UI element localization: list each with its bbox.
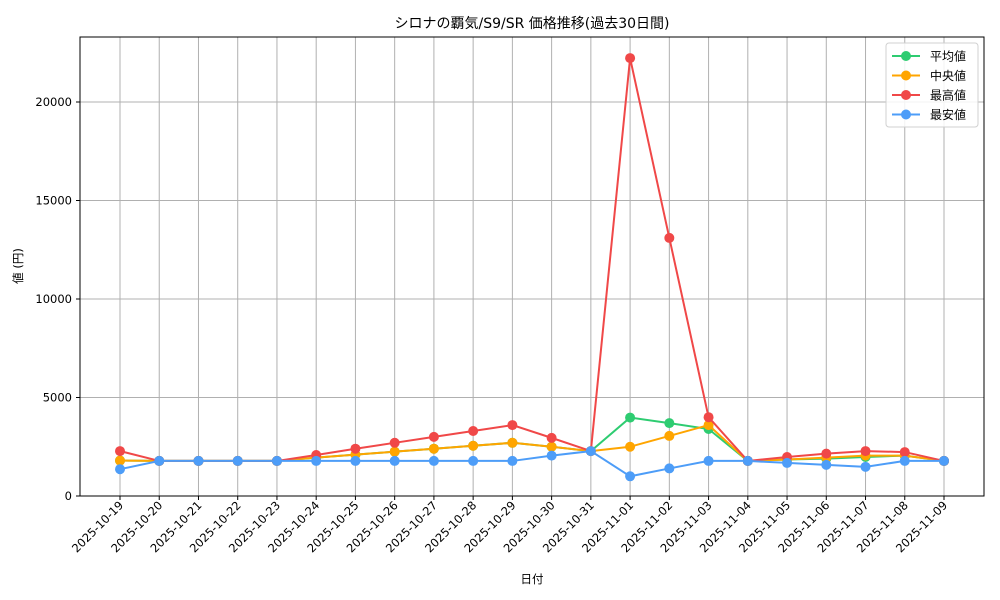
data-point — [939, 455, 949, 466]
data-point — [899, 455, 910, 466]
data-point — [546, 450, 557, 461]
legend-item: 中央値 — [892, 68, 966, 83]
data-point — [585, 446, 596, 457]
data-point — [664, 463, 675, 474]
data-point — [115, 464, 125, 475]
data-point — [271, 455, 282, 466]
data-point — [193, 455, 204, 466]
data-point — [625, 441, 636, 452]
legend-label: 平均値 — [930, 49, 966, 64]
legend-marker-icon — [901, 109, 911, 120]
data-point — [625, 471, 636, 482]
data-point — [703, 455, 714, 466]
data-point — [821, 459, 832, 470]
chart-title: シロナの覇気/S9/SR 価格推移(過去30日間) — [394, 16, 669, 32]
data-point — [703, 420, 714, 431]
data-point — [782, 457, 793, 468]
data-point — [468, 440, 479, 451]
legend-label: 最高値 — [930, 88, 966, 103]
data-point — [468, 425, 479, 436]
x-axis-ticks: 2025-10-192025-10-202025-10-212025-10-22… — [69, 496, 950, 555]
data-point — [821, 448, 832, 459]
data-point — [115, 455, 125, 466]
data-point — [507, 437, 518, 448]
data-point — [428, 431, 439, 442]
data-point — [389, 455, 400, 466]
data-point — [232, 455, 243, 466]
data-point — [350, 443, 361, 454]
legend-label: 最安値 — [930, 107, 966, 122]
data-point — [507, 455, 518, 466]
data-point — [468, 455, 479, 466]
y-tick-label: 10000 — [35, 292, 72, 306]
x-axis-label: 日付 — [521, 572, 544, 586]
data-point — [389, 437, 400, 448]
data-point — [507, 420, 518, 431]
data-point — [154, 455, 165, 466]
series-最安値 — [115, 446, 949, 482]
legend-marker-icon — [901, 70, 911, 81]
data-point — [311, 455, 322, 466]
data-point — [860, 461, 871, 472]
y-tick-label: 20000 — [35, 95, 72, 109]
data-point — [742, 455, 753, 466]
data-point — [664, 430, 675, 441]
data-point — [389, 446, 400, 457]
legend-label: 中央値 — [930, 68, 966, 83]
axes — [79, 36, 985, 497]
legend-item: 平均値 — [892, 49, 966, 64]
data-point — [664, 232, 675, 243]
data-point — [546, 432, 557, 443]
legend-item: 最高値 — [892, 88, 966, 103]
data-point — [428, 443, 439, 454]
y-tick-label: 5000 — [43, 391, 72, 405]
legend-marker-icon — [901, 90, 911, 100]
y-tick-label: 0 — [65, 489, 72, 503]
series-lines — [115, 53, 949, 482]
y-tick-label: 15000 — [35, 194, 72, 208]
data-point — [625, 412, 636, 423]
data-point — [899, 447, 910, 458]
data-point — [546, 441, 557, 452]
y-axis-label: 値 (円) — [11, 248, 25, 284]
data-point — [664, 418, 675, 429]
data-point — [115, 446, 125, 457]
plot-area — [80, 37, 984, 496]
data-point — [428, 455, 439, 466]
data-point — [625, 53, 636, 64]
legend-item: 最安値 — [892, 107, 966, 122]
data-point — [860, 446, 871, 457]
y-axis-ticks: 0 5000 10000 15000 20000 — [35, 95, 80, 503]
legend-marker-icon — [901, 51, 911, 61]
data-point — [703, 412, 714, 423]
data-point — [350, 455, 361, 466]
